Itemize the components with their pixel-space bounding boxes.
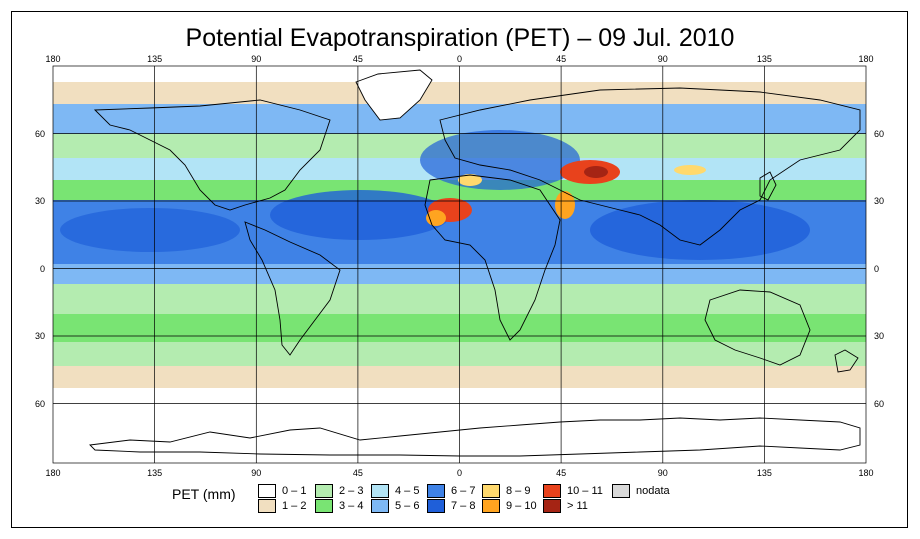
- right-lat-label: 30: [874, 196, 884, 206]
- bottom-lon-label: 135: [757, 468, 772, 478]
- patch-pacific-west: [590, 200, 810, 260]
- legend-swatch: [258, 484, 276, 498]
- top-lon-label: 180: [858, 54, 873, 64]
- greenland-area: [356, 70, 432, 120]
- left-lat-labels: 60 30 0 30 60: [35, 129, 45, 409]
- legend-label: 3 – 4: [339, 500, 364, 512]
- left-lat-label: 30: [35, 196, 45, 206]
- bottom-lon-labels: 180 135 90 45 0 45 90 135 180: [45, 468, 873, 478]
- legend-swatch: [258, 499, 276, 513]
- legend-label: 2 – 3: [339, 485, 364, 497]
- patch-atlantic: [270, 190, 450, 240]
- top-lon-label: 0: [457, 54, 462, 64]
- top-lon-label: 180: [45, 54, 60, 64]
- bottom-lon-label: 135: [147, 468, 162, 478]
- legend-label: 5 – 6: [395, 500, 420, 512]
- legend-label: 7 – 8: [451, 500, 476, 512]
- legend-swatch: [371, 499, 389, 513]
- legend-label: 1 – 2: [282, 500, 307, 512]
- bottom-lon-label: 45: [353, 468, 363, 478]
- legend-swatch: [427, 484, 445, 498]
- bottom-lon-label: 90: [658, 468, 668, 478]
- patch-europe: [420, 130, 580, 190]
- bottom-lon-label: 0: [457, 468, 462, 478]
- coast-greenland: [355, 69, 433, 121]
- hotspot-central-asia-core: [584, 166, 608, 178]
- hotspot-mongolia: [674, 165, 706, 175]
- legend-label: 0 – 1: [282, 485, 307, 497]
- top-lon-labels: 180 135 90 45 0 45 90 135 180: [45, 54, 873, 64]
- bottom-lon-label: 180: [45, 468, 60, 478]
- hotspot-north-africa: [458, 174, 482, 186]
- left-lat-label: 60: [35, 129, 45, 139]
- bottom-lon-label: 45: [556, 468, 566, 478]
- coast-japan: [759, 171, 777, 201]
- left-lat-label: 60: [35, 399, 45, 409]
- left-lat-label: 0: [40, 264, 45, 274]
- legend-label: 6 – 7: [451, 485, 476, 497]
- coast-africa: [424, 174, 561, 341]
- legend-swatch: [315, 484, 333, 498]
- left-lat-label: 30: [35, 331, 45, 341]
- coast-australia: [704, 289, 811, 366]
- top-lon-label: 45: [353, 54, 363, 64]
- top-lon-label: 135: [757, 54, 772, 64]
- legend-swatch: [427, 499, 445, 513]
- legend-label: 4 – 5: [395, 485, 420, 497]
- legend-swatch: [543, 499, 561, 513]
- hotspot-arabia: [555, 191, 575, 219]
- bottom-lon-label: 90: [251, 468, 261, 478]
- coastlines: [89, 69, 861, 457]
- legend-label: 8 – 9: [506, 485, 531, 497]
- right-lat-label: 0: [874, 264, 879, 274]
- legend-swatch: [482, 499, 500, 513]
- right-lat-label: 60: [874, 399, 884, 409]
- hotspot-sahara-edge: [426, 210, 446, 226]
- top-lon-label: 45: [556, 54, 566, 64]
- coast-new-zealand: [834, 349, 859, 373]
- legend-swatch: [543, 484, 561, 498]
- figure-frame: [11, 11, 908, 528]
- top-lon-label: 90: [658, 54, 668, 64]
- graticule: [52, 65, 867, 464]
- legend-swatch: [371, 484, 389, 498]
- legend-swatch: [482, 484, 500, 498]
- top-lon-label: 90: [251, 54, 261, 64]
- right-lat-label: 30: [874, 331, 884, 341]
- coast-south-america: [244, 221, 341, 356]
- legend-swatch: [315, 499, 333, 513]
- coast-antarctica: [89, 417, 861, 457]
- coast-eurasia: [439, 87, 861, 246]
- coast-north-america: [93, 99, 331, 211]
- legend-label: 9 – 10: [506, 500, 537, 512]
- map-title: Potential Evapotranspiration (PET) – 09 …: [185, 24, 735, 52]
- patch-pacific-east: [60, 208, 240, 252]
- legend-label: nodata: [636, 485, 670, 497]
- bottom-lon-label: 180: [858, 468, 873, 478]
- legend-label: 10 – 11: [567, 485, 603, 497]
- legend-label: > 11: [567, 500, 588, 512]
- legend-title: PET (mm): [172, 486, 236, 502]
- right-lat-label: 60: [874, 129, 884, 139]
- right-lat-labels: 60 30 0 30 60: [874, 129, 884, 409]
- legend-swatch: [612, 484, 630, 498]
- top-lon-label: 135: [147, 54, 162, 64]
